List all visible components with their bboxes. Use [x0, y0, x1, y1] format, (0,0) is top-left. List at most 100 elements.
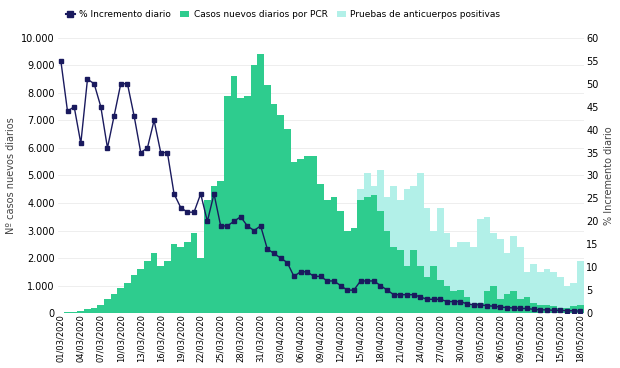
Bar: [277, 115, 284, 313]
Bar: [424, 277, 430, 313]
Bar: [377, 211, 384, 313]
Bar: [211, 187, 218, 313]
Bar: [404, 189, 410, 313]
Bar: [157, 266, 164, 313]
Bar: [71, 312, 78, 313]
Bar: [517, 247, 524, 313]
Bar: [391, 247, 397, 313]
Bar: [151, 252, 157, 313]
Bar: [564, 286, 570, 313]
Bar: [337, 211, 344, 313]
Bar: [557, 308, 564, 313]
Bar: [104, 299, 111, 313]
Bar: [357, 189, 364, 313]
Bar: [197, 258, 204, 313]
Bar: [117, 288, 124, 313]
Bar: [537, 272, 544, 313]
Bar: [311, 156, 317, 313]
Bar: [191, 233, 197, 313]
Bar: [177, 247, 184, 313]
Bar: [270, 104, 277, 313]
Bar: [78, 311, 84, 313]
Bar: [291, 162, 297, 313]
Bar: [490, 286, 497, 313]
Bar: [570, 283, 577, 313]
Bar: [477, 219, 484, 313]
Bar: [577, 261, 583, 313]
Bar: [464, 241, 471, 313]
Bar: [457, 241, 464, 313]
Bar: [264, 85, 270, 313]
Bar: [577, 305, 583, 313]
Bar: [497, 299, 503, 313]
Bar: [404, 266, 410, 313]
Bar: [371, 187, 377, 313]
Bar: [457, 290, 464, 313]
Bar: [530, 263, 537, 313]
Bar: [510, 291, 517, 313]
Bar: [477, 304, 484, 313]
Bar: [364, 198, 371, 313]
Bar: [231, 77, 237, 313]
Bar: [497, 239, 503, 313]
Bar: [164, 261, 171, 313]
Legend: % Incremento diario, Casos nuevos diarios por PCR, Pruebas de anticuerpos positi: % Incremento diario, Casos nuevos diario…: [62, 7, 503, 23]
Bar: [237, 98, 244, 313]
Bar: [444, 233, 450, 313]
Bar: [384, 230, 391, 313]
Bar: [111, 294, 117, 313]
Bar: [144, 261, 151, 313]
Bar: [524, 297, 530, 313]
Y-axis label: % Incremento diario: % Incremento diario: [604, 126, 614, 225]
Bar: [490, 233, 497, 313]
Bar: [430, 230, 437, 313]
Bar: [417, 266, 424, 313]
Bar: [131, 275, 138, 313]
Bar: [517, 299, 524, 313]
Bar: [410, 250, 417, 313]
Bar: [84, 309, 91, 313]
Bar: [204, 200, 211, 313]
Bar: [170, 244, 177, 313]
Bar: [530, 304, 537, 313]
Bar: [471, 247, 477, 313]
Bar: [430, 266, 437, 313]
Bar: [297, 159, 304, 313]
Bar: [371, 195, 377, 313]
Bar: [124, 283, 131, 313]
Bar: [218, 181, 224, 313]
Bar: [437, 209, 444, 313]
Bar: [510, 236, 517, 313]
Bar: [364, 173, 371, 313]
Bar: [317, 184, 324, 313]
Bar: [544, 269, 551, 313]
Bar: [330, 198, 337, 313]
Bar: [450, 247, 457, 313]
Bar: [551, 272, 557, 313]
Bar: [357, 200, 364, 313]
Bar: [444, 286, 450, 313]
Bar: [557, 277, 564, 313]
Bar: [350, 228, 357, 313]
Bar: [344, 230, 350, 313]
Bar: [450, 291, 457, 313]
Bar: [570, 306, 577, 313]
Bar: [257, 54, 264, 313]
Bar: [224, 96, 231, 313]
Bar: [471, 305, 477, 313]
Bar: [484, 217, 490, 313]
Bar: [551, 306, 557, 313]
Bar: [537, 305, 544, 313]
Bar: [437, 280, 444, 313]
Bar: [64, 312, 71, 313]
Bar: [97, 305, 104, 313]
Bar: [91, 308, 97, 313]
Bar: [524, 272, 530, 313]
Bar: [384, 198, 391, 313]
Bar: [417, 173, 424, 313]
Bar: [503, 294, 510, 313]
Bar: [138, 269, 144, 313]
Bar: [484, 291, 490, 313]
Bar: [304, 156, 311, 313]
Bar: [244, 96, 250, 313]
